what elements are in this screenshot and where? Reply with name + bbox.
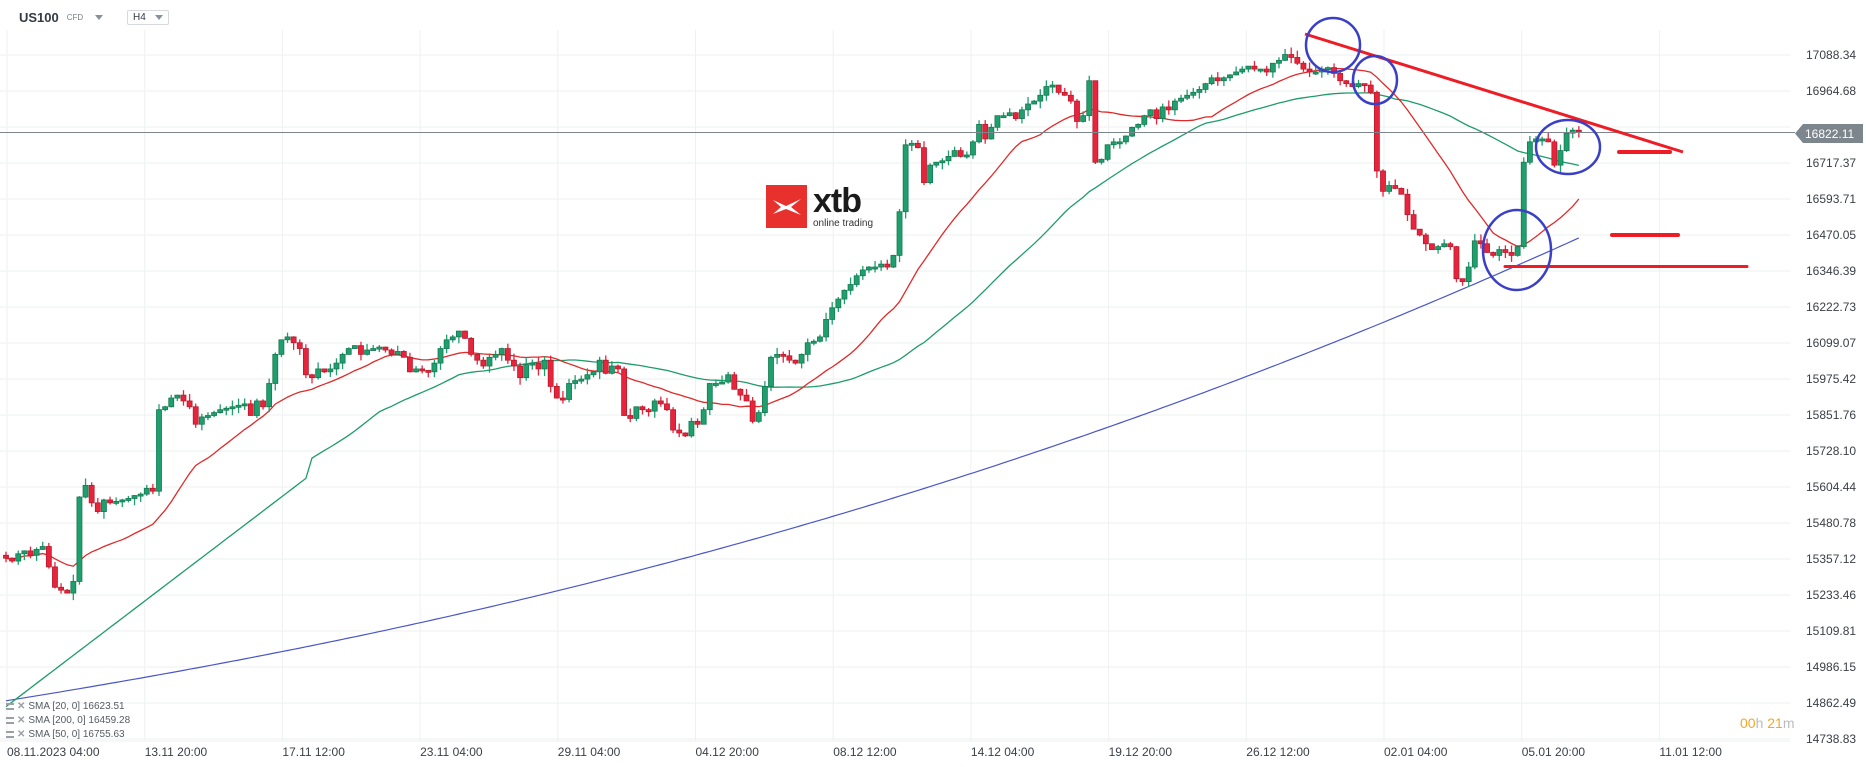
trendline bbox=[1304, 32, 1684, 154]
time-axis-label: 08.12 12:00 bbox=[833, 745, 897, 759]
logo-tagline: online trading bbox=[813, 218, 874, 229]
settings-icon[interactable] bbox=[6, 717, 14, 724]
close-icon[interactable]: ✕ bbox=[17, 715, 26, 726]
price-axis-label: 16470.05 bbox=[1806, 228, 1857, 242]
drawn-annotations[interactable] bbox=[1304, 16, 1749, 292]
price-axis-label: 16717.37 bbox=[1806, 156, 1857, 170]
time-axis-label: 29.11 04:00 bbox=[557, 745, 621, 759]
time-axis-label: 13.11 20:00 bbox=[144, 745, 208, 759]
price-axis-label: 15109.81 bbox=[1806, 624, 1857, 638]
price-axis-label: 14738.83 bbox=[1806, 732, 1857, 746]
price-axis-label: 15851.76 bbox=[1806, 408, 1857, 422]
timeframe-value: H4 bbox=[133, 12, 146, 23]
price-axis-label: 16222.73 bbox=[1806, 300, 1857, 314]
time-axis-label: 26.12 12:00 bbox=[1246, 745, 1310, 759]
settings-icon[interactable] bbox=[6, 731, 14, 738]
chevron-down-icon[interactable] bbox=[95, 15, 104, 20]
symbol-selector[interactable]: US100 CFD bbox=[19, 10, 104, 25]
symbol-name: US100 bbox=[19, 10, 59, 25]
time-axis-label: 08.11.2023 04:00 bbox=[7, 745, 100, 759]
price-axis-label: 15233.46 bbox=[1806, 588, 1857, 602]
chart-grid bbox=[0, 30, 1790, 742]
price-axis-label: 15480.78 bbox=[1806, 516, 1857, 530]
legend-label: SMA [20, 0] 16623.51 bbox=[28, 701, 125, 712]
highlight-circle bbox=[1534, 118, 1602, 176]
legend-sma-200: ✕ SMA [200, 0] 16459.28 bbox=[6, 715, 130, 726]
settings-icon[interactable] bbox=[6, 703, 14, 710]
timeframe-dropdown[interactable]: H4 bbox=[127, 10, 169, 25]
highlight-circle bbox=[1304, 16, 1362, 74]
price-axis-label: 15728.10 bbox=[1806, 444, 1857, 458]
candle-countdown: 00h 21m bbox=[1740, 715, 1795, 731]
highlight-circle bbox=[1351, 54, 1399, 106]
price-axis-label: 15357.12 bbox=[1806, 552, 1857, 566]
close-icon[interactable]: ✕ bbox=[17, 701, 26, 712]
time-axis-label: 23.11 04:00 bbox=[420, 745, 483, 759]
price-axis-label: 17088.34 bbox=[1806, 48, 1857, 62]
legend-label: SMA [200, 0] 16459.28 bbox=[28, 715, 131, 726]
xtb-logo: xtb online trading bbox=[766, 184, 873, 229]
time-axis-label: 05.01 20:00 bbox=[1521, 745, 1586, 759]
price-axis-label: 16346.39 bbox=[1806, 264, 1857, 278]
candlesticks bbox=[3, 47, 1582, 601]
symbol-type: CFD bbox=[66, 13, 84, 22]
time-axis-label: 11.01 12:00 bbox=[1659, 745, 1722, 759]
price-axis-label: 16964.68 bbox=[1806, 84, 1857, 98]
price-axis-label: 16099.07 bbox=[1806, 336, 1857, 350]
time-axis-label: 02.01 04:00 bbox=[1384, 745, 1448, 759]
xtb-x-icon bbox=[766, 185, 807, 228]
legend-sma-20: ✕ SMA [20, 0] 16623.51 bbox=[6, 701, 125, 712]
price-axis-label: 14862.49 bbox=[1806, 696, 1857, 710]
legend-sma-50: ✕ SMA [50, 0] 16755.63 bbox=[6, 729, 125, 740]
sma-50-line bbox=[5, 92, 1579, 708]
price-axis-label: 14986.15 bbox=[1806, 660, 1857, 674]
logo-brand: xtb bbox=[813, 182, 862, 220]
time-axis-label: 04.12 20:00 bbox=[695, 745, 759, 759]
highlight-circle bbox=[1481, 208, 1553, 292]
price-axis-label: 16593.71 bbox=[1806, 192, 1857, 206]
time-axis-label: 19.12 20:00 bbox=[1108, 745, 1172, 759]
current-price-tag: 16822.11 bbox=[1795, 124, 1863, 143]
chevron-down-icon bbox=[155, 15, 163, 20]
sma-20-line bbox=[5, 67, 1580, 567]
sma-200-line bbox=[5, 237, 1580, 702]
time-axis-label: 14.12 04:00 bbox=[970, 745, 1035, 759]
legend-label: SMA [50, 0] 16755.63 bbox=[28, 729, 125, 740]
price-axis-label: 15604.44 bbox=[1806, 480, 1857, 494]
price-axis-label: 15975.42 bbox=[1806, 372, 1857, 386]
time-axis-label: 17.11 12:00 bbox=[282, 745, 345, 759]
close-icon[interactable]: ✕ bbox=[17, 729, 26, 740]
